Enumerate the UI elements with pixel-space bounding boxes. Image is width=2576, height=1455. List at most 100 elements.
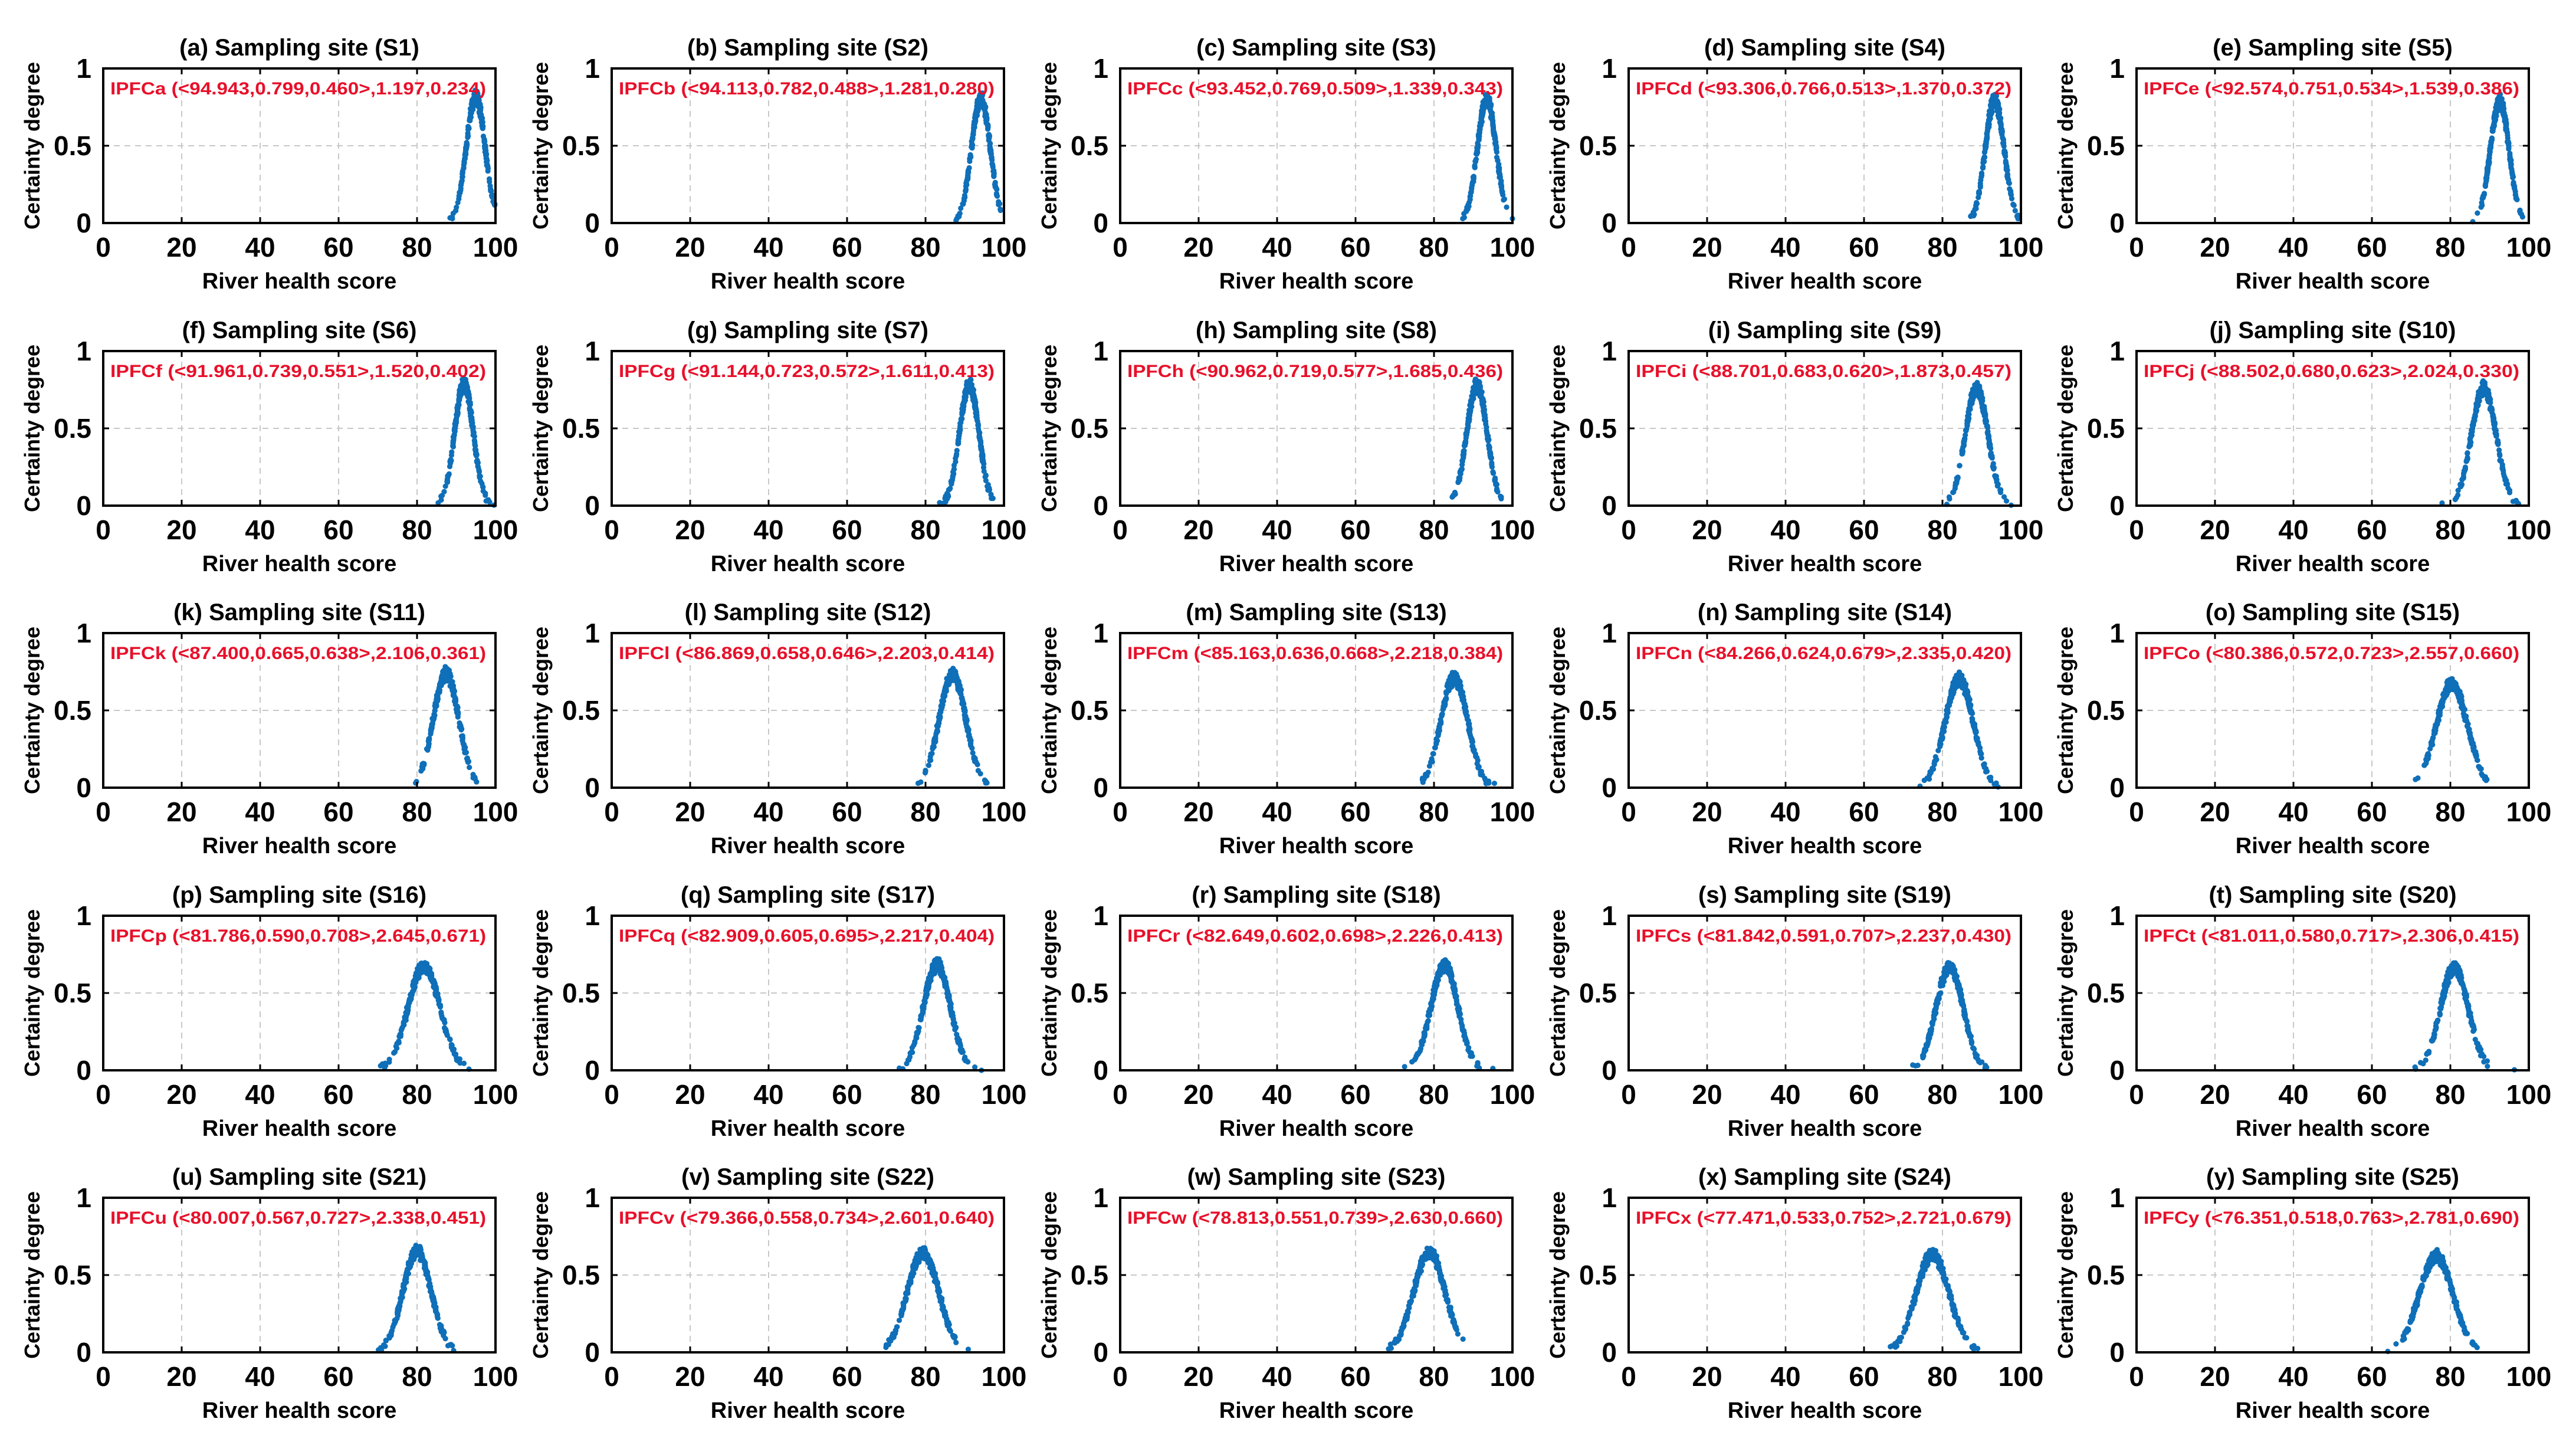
y-axis-label: Certainty degree	[2053, 62, 2078, 230]
scatter-point	[1455, 679, 1461, 685]
y-tick-label: 0	[76, 772, 91, 803]
scatter-point	[2441, 690, 2447, 696]
scatter-point	[401, 1019, 406, 1025]
y-axis-label: Certainty degree	[20, 627, 44, 794]
scatter-point	[2507, 157, 2513, 163]
x-tick-label: 40	[245, 232, 275, 263]
y-tick-label: 0.5	[1579, 695, 1617, 726]
scatter-point	[1956, 671, 1963, 677]
subplot-title: (e) Sampling site (S5)	[2213, 35, 2453, 61]
scatter-point	[1471, 749, 1477, 755]
scatter-point	[1443, 689, 1449, 695]
scatter-point	[444, 1033, 450, 1038]
subplot: (o) Sampling site (S15)0 20 40 60 80 10000.51…	[2053, 599, 2551, 858]
scatter-point	[378, 1063, 383, 1069]
scatter-point	[946, 493, 951, 499]
scatter-point	[457, 1056, 463, 1062]
scatter-point	[488, 188, 494, 194]
scatter-point	[2460, 705, 2466, 711]
subplot-title: (i) Sampling site (S9)	[1708, 317, 1942, 343]
x-tick-label: 20	[675, 515, 705, 545]
scatter-point	[959, 695, 964, 701]
scatter-point	[1466, 730, 1472, 736]
scatter-point	[983, 780, 989, 786]
y-tick-label: 1	[1602, 618, 1617, 648]
scatter-point	[469, 415, 475, 421]
scatter-point	[974, 414, 980, 421]
scatter-point	[2493, 431, 2499, 437]
scatter-point	[485, 163, 491, 169]
scatter-point	[1976, 190, 1982, 196]
scatter-point	[1498, 494, 1504, 500]
scatter-point	[987, 144, 993, 150]
scatter-point	[967, 376, 973, 382]
x-tick-label: 80	[402, 232, 432, 263]
subplot: (q) Sampling site (S17)0 20 40 60 80 10000.51…	[529, 882, 1026, 1141]
scatter-point	[934, 729, 941, 735]
scatter-point	[1472, 159, 1479, 165]
scatter-point	[1985, 123, 1991, 129]
scatter-point	[976, 435, 983, 441]
scatter-point	[461, 1060, 467, 1066]
scatter-point	[2491, 115, 2497, 121]
cloud-parameter-annotation: IPFCg (<91.144,0.723,0.572>,1.611,0.413)	[619, 362, 995, 381]
scatter-point	[960, 407, 966, 412]
y-axis-label: Certainty degree	[1037, 345, 1061, 512]
scatter-point	[470, 775, 476, 781]
scatter-point	[470, 429, 476, 435]
scatter-point	[1469, 185, 1475, 191]
scatter-point	[450, 440, 456, 446]
scatter-point	[422, 965, 428, 971]
scatter-point	[1452, 489, 1458, 496]
scatter-point	[462, 749, 468, 756]
scatter-point	[1984, 768, 1990, 774]
scatter-point	[972, 759, 978, 765]
scatter-point	[458, 188, 464, 194]
x-tick-label: 60	[323, 232, 353, 263]
x-tick-label: 60	[2357, 515, 2387, 545]
scatter-point	[1964, 421, 1970, 427]
y-tick-label: 0	[2109, 772, 2125, 803]
scatter-point	[911, 1042, 917, 1048]
subplot: (b) Sampling site (S2)0 20 40 60 80 10000.51R…	[529, 35, 1026, 294]
scatter-point	[2499, 109, 2505, 114]
x-tick-label: 60	[1849, 515, 1879, 545]
scatter-point	[410, 984, 416, 989]
y-tick-label: 0.5	[562, 695, 600, 726]
scatter-point	[1469, 181, 1475, 186]
scatter-point	[955, 437, 961, 443]
x-tick-label: 20	[166, 797, 196, 827]
scatter-point	[456, 196, 462, 202]
scatter-point	[989, 160, 995, 167]
subplot: (j) Sampling site (S10)0 20 40 60 80 10000.51…	[2053, 317, 2551, 576]
scatter-point	[476, 468, 482, 474]
scatter-point	[441, 671, 447, 677]
scatter-point	[930, 746, 936, 752]
scatter-point	[1484, 430, 1490, 435]
x-tick-label: 0	[96, 232, 111, 263]
scatter-point	[978, 445, 984, 451]
scatter-point	[2440, 699, 2446, 704]
scatter-point	[1449, 678, 1455, 684]
scatter-point	[486, 176, 493, 182]
scatter-point	[1479, 113, 1485, 119]
scatter-point	[2435, 716, 2441, 722]
x-tick-label: 100	[982, 515, 1027, 545]
scatter-point	[933, 739, 938, 745]
scatter-point	[2459, 477, 2465, 483]
y-tick-label: 0.5	[54, 978, 91, 1008]
x-axis-label: River health score	[2236, 269, 2430, 294]
scatter-point	[1466, 411, 1472, 417]
scatter-point	[2512, 183, 2518, 189]
scatter-point	[1984, 423, 1990, 429]
x-tick-label: 0	[1113, 797, 1128, 827]
scatter-point	[990, 495, 996, 502]
x-tick-label: 80	[1419, 232, 1449, 263]
scatter-point	[1971, 723, 1977, 729]
scatter-point	[1470, 743, 1476, 749]
scatter-point	[441, 1017, 447, 1023]
scatter-point	[481, 138, 487, 144]
scatter-point	[1488, 108, 1494, 114]
scatter-point	[2479, 202, 2485, 208]
cloud-parameter-annotation: IPFCl (<86.869,0.658,0.646>,2.203,0.414)	[619, 644, 995, 663]
